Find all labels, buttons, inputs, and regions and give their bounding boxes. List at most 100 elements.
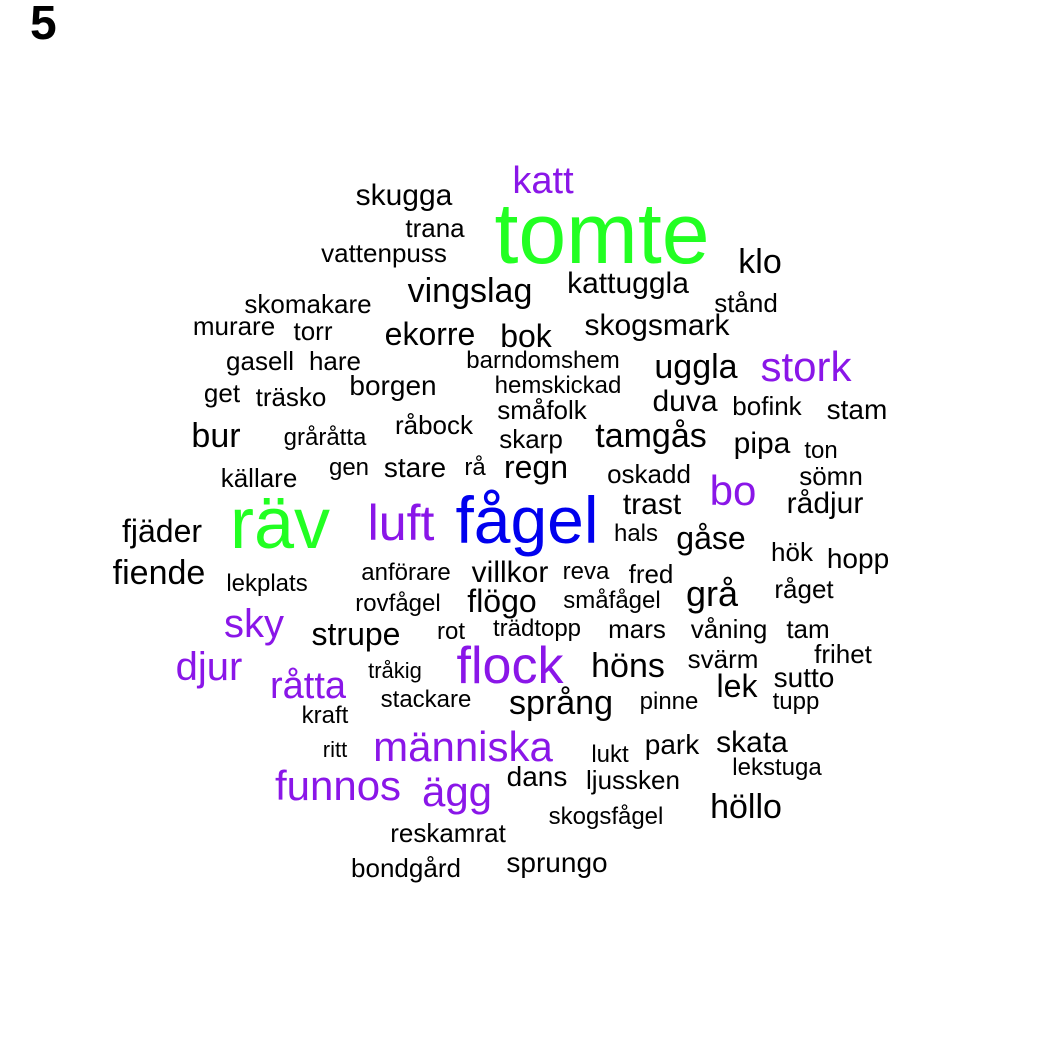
- cloud-word: gasell: [226, 346, 294, 376]
- cloud-word: tamgås: [595, 417, 707, 455]
- cloud-word: skarp: [499, 424, 563, 454]
- cloud-word: lukt: [591, 741, 629, 768]
- cloud-word: ljussken: [586, 765, 680, 795]
- cloud-word: flögo: [467, 583, 537, 619]
- cloud-word: hök: [771, 537, 813, 567]
- cloud-word: vattenpuss: [321, 238, 447, 268]
- cloud-word: pipa: [733, 427, 791, 460]
- cloud-word: stam: [826, 394, 888, 425]
- cloud-word: bok: [500, 318, 552, 354]
- cloud-word: råtta: [269, 665, 347, 707]
- cloud-word: bofink: [732, 391, 802, 421]
- cloud-word: funnos: [274, 762, 402, 809]
- cloud-word: småfolk: [497, 395, 587, 425]
- cloud-word: uggla: [654, 348, 738, 386]
- cloud-word: park: [644, 729, 700, 760]
- cloud-word: dans: [506, 761, 568, 792]
- cloud-word: gåse: [676, 520, 746, 556]
- cloud-word: stare: [383, 452, 447, 483]
- cloud-word: fjäder: [121, 513, 203, 549]
- cloud-word: kraft: [301, 702, 349, 729]
- cloud-word: hals: [613, 520, 659, 547]
- cloud-word: trädtopp: [492, 615, 582, 642]
- cloud-word: rot: [436, 618, 466, 645]
- cloud-word: djur: [175, 645, 243, 689]
- cloud-word: lekstuga: [732, 754, 822, 781]
- cloud-word: fred: [628, 559, 674, 589]
- cloud-word: bur: [191, 417, 241, 455]
- cloud-word: barndomshem: [466, 347, 620, 374]
- cloud-word: kattuggla: [567, 267, 689, 300]
- cloud-word: stackare: [380, 686, 472, 713]
- cloud-word: mars: [608, 614, 666, 644]
- cloud-word: källare: [220, 463, 298, 493]
- cloud-word: fågel: [455, 483, 599, 557]
- cloud-word: gråråtta: [283, 424, 367, 451]
- cloud-word: sprungo: [506, 847, 608, 878]
- cloud-word: sky: [224, 602, 284, 646]
- cloud-word: lekplats: [226, 570, 308, 597]
- cloud-word: tomte: [494, 186, 710, 282]
- cloud-word: hopp: [826, 543, 890, 574]
- cloud-word: lek: [716, 668, 758, 704]
- cloud-word: rådjur: [786, 487, 864, 520]
- cloud-word: tam: [786, 614, 830, 644]
- cloud-word: rå: [464, 454, 486, 481]
- cloud-word: hemskickad: [494, 372, 622, 399]
- cloud-word: stånd: [714, 288, 778, 318]
- cloud-word: trana: [405, 213, 465, 243]
- cloud-word: råbock: [394, 410, 474, 440]
- cloud-word: rovfågel: [355, 590, 441, 617]
- cloud-word: tråkig: [368, 658, 422, 683]
- cloud-word: råget: [774, 574, 834, 604]
- cloud-word: språng: [509, 684, 613, 722]
- cloud-word: skogsmark: [584, 309, 730, 342]
- cloud-word: träsko: [255, 382, 327, 412]
- cloud-word: reva: [562, 558, 610, 585]
- cloud-word: trast: [622, 488, 682, 521]
- cloud-word: villkor: [471, 556, 549, 589]
- cloud-word: sutto: [773, 662, 835, 693]
- cloud-word: strupe: [311, 616, 401, 652]
- cloud-word: höllo: [710, 788, 782, 826]
- cloud-word: människa: [373, 723, 553, 770]
- cloud-word: skomakare: [244, 289, 372, 319]
- cloud-word: småfågel: [563, 587, 661, 614]
- panel-label: 5: [30, 0, 57, 50]
- cloud-word: stork: [760, 343, 852, 390]
- cloud-word: sömn: [799, 461, 863, 491]
- cloud-word: skata: [716, 726, 788, 759]
- cloud-word: regn: [503, 449, 569, 485]
- cloud-word: borgen: [349, 370, 437, 401]
- cloud-word: anförare: [361, 559, 451, 586]
- cloud-word: svärm: [687, 644, 759, 674]
- cloud-word: hare: [308, 346, 362, 376]
- cloud-word: ekorre: [384, 316, 476, 352]
- cloud-word: bondgård: [351, 853, 461, 883]
- cloud-word: duva: [652, 385, 718, 418]
- cloud-word: bo: [709, 467, 757, 514]
- cloud-word: räv: [229, 484, 331, 564]
- cloud-word: våning: [690, 614, 768, 644]
- cloud-word: pinne: [639, 688, 699, 715]
- cloud-word: flock: [456, 637, 564, 695]
- cloud-word: torr: [293, 316, 333, 346]
- cloud-word: get: [203, 378, 241, 408]
- cloud-word: katt: [512, 160, 574, 202]
- cloud-word: grå: [685, 573, 739, 614]
- cloud-word: ton: [804, 437, 838, 464]
- cloud-word: reskamrat: [390, 818, 506, 848]
- cloud-word: fiende: [112, 554, 206, 592]
- cloud-word: klo: [738, 243, 782, 281]
- cloud-word: skugga: [355, 179, 453, 212]
- cloud-word: gen: [328, 454, 370, 481]
- cloud-word: oskadd: [607, 459, 691, 489]
- cloud-word: luft: [367, 495, 435, 551]
- cloud-word: vingslag: [407, 272, 533, 310]
- cloud-word: tupp: [772, 688, 820, 715]
- cloud-word: murare: [192, 311, 276, 341]
- cloud-word: skogsfågel: [548, 803, 664, 830]
- cloud-word: ägg: [421, 768, 493, 815]
- cloud-word: frihet: [814, 639, 872, 669]
